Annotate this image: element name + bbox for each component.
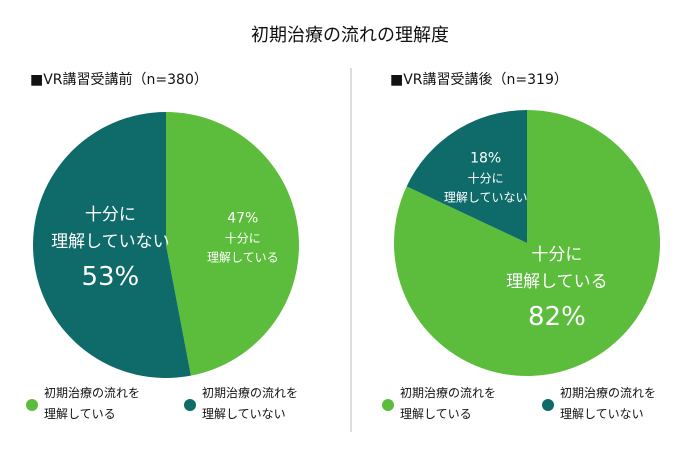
slice-label-group: 18% 十分に 理解していない	[444, 147, 528, 208]
chart-subtitle: ■VR講習受講前（n=380）	[30, 72, 208, 88]
legend-marker	[542, 399, 554, 411]
legend-marker	[184, 399, 196, 411]
chart-title: 初期治療の流れの理解度	[251, 25, 449, 46]
data-label: 82%	[528, 301, 586, 332]
pie-slice	[33, 111, 191, 378]
slice-label: 十分に 理解していない	[51, 205, 170, 253]
legend-label: 初期治療の流れを 理解している	[44, 386, 141, 421]
slice-label-group: 十分に 理解している 82%	[506, 242, 608, 338]
slice-label-group: 47% 十分に 理解している	[207, 207, 279, 268]
slice-label: 十分に 理解している	[206, 231, 279, 265]
pie-slice	[406, 109, 527, 243]
legend-label: 初期治療の流れを 理解している	[400, 386, 497, 421]
pie-slice	[166, 112, 300, 376]
slice-label: 十分に 理解している	[506, 245, 608, 293]
legend-marker	[26, 399, 38, 411]
legend-label: 初期治療の流れを 理解していない	[560, 386, 657, 421]
slice-label-group: 十分に 理解していない 53%	[51, 202, 170, 298]
legend-marker	[382, 399, 394, 411]
chart-subtitle: ■VR講習受講後（n=319）	[390, 72, 568, 88]
legend-label: 初期治療の流れを 理解していない	[202, 386, 299, 421]
slice-label: 十分に 理解していない	[443, 171, 528, 206]
data-label: 53%	[81, 261, 140, 292]
data-label: 47%	[227, 210, 259, 227]
data-label: 18%	[470, 150, 502, 167]
